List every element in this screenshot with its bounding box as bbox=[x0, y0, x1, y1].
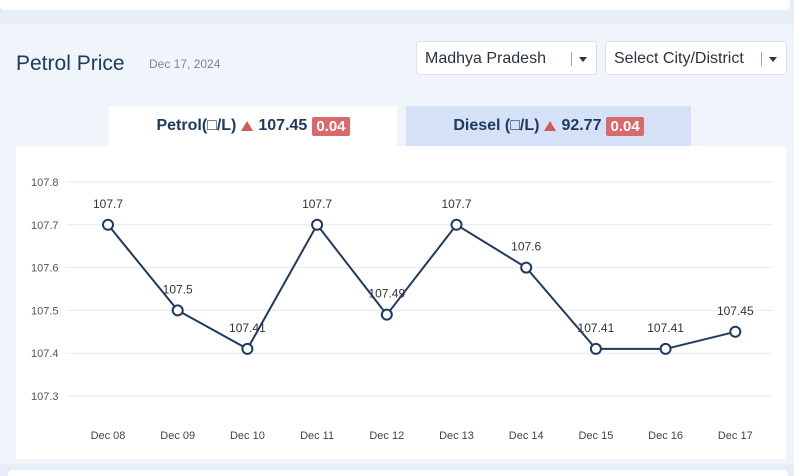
data-point bbox=[311, 218, 324, 231]
state-select-value: Madhya Pradesh bbox=[425, 50, 546, 67]
x-tick-label: Dec 08 bbox=[91, 430, 126, 442]
city-select-value: Select City/District bbox=[614, 50, 744, 67]
tab-diesel-label: Diesel (□/L) bbox=[453, 117, 540, 134]
series-line bbox=[107, 222, 736, 351]
y-tick-label: 107.4 bbox=[31, 348, 59, 360]
data-point bbox=[171, 304, 184, 317]
data-point bbox=[520, 261, 533, 274]
data-label: 107.41 bbox=[578, 321, 615, 335]
tab-petrol-change-badge: 0.04 bbox=[312, 116, 350, 136]
data-point bbox=[729, 325, 742, 338]
price-card: Petrol Price Dec 17, 2024 Madhya Pradesh… bbox=[0, 24, 794, 464]
city-select[interactable]: Select City/District bbox=[605, 41, 787, 75]
x-tick-label: Dec 14 bbox=[509, 430, 544, 442]
tab-petrol-price: 107.45 bbox=[258, 117, 308, 134]
chevron-down-icon[interactable] bbox=[769, 57, 777, 62]
y-tick-label: 107.7 bbox=[31, 220, 59, 232]
data-label: 107.7 bbox=[302, 197, 332, 211]
tab-diesel-change-badge: 0.04 bbox=[606, 116, 644, 136]
data-label: 107.45 bbox=[717, 304, 754, 318]
price-up-icon bbox=[241, 121, 254, 131]
data-point bbox=[589, 342, 602, 355]
x-tick-label: Dec 17 bbox=[718, 430, 753, 442]
price-up-icon bbox=[544, 121, 557, 131]
x-tick-label: Dec 11 bbox=[300, 430, 334, 442]
state-select[interactable]: Madhya Pradesh bbox=[416, 41, 597, 75]
y-tick-label: 107.5 bbox=[31, 305, 59, 317]
data-label: 107.7 bbox=[441, 197, 471, 211]
data-point bbox=[241, 342, 254, 355]
data-label: 107.5 bbox=[163, 282, 193, 296]
date-label: Dec 17, 2024 bbox=[149, 57, 221, 71]
line-chart-svg: 107.3 107.4 107.5 107.6 107.7 107.8 Dec 08 Dec … bbox=[31, 177, 773, 442]
data-label: 107.41 bbox=[229, 321, 266, 335]
data-point bbox=[659, 342, 672, 355]
tab-petrol[interactable]: Petrol(□/L) 107.45 0.04 bbox=[109, 106, 397, 146]
price-chart: 107.3 107.4 107.5 107.6 107.7 107.8 Dec 08 Dec … bbox=[16, 146, 786, 459]
data-point bbox=[380, 308, 393, 321]
data-point bbox=[450, 218, 463, 231]
data-label: 107.41 bbox=[647, 321, 684, 335]
select-separator bbox=[571, 52, 572, 66]
data-label: 107.49 bbox=[368, 287, 405, 301]
page-title: Petrol Price bbox=[16, 52, 125, 75]
y-tick-label: 107.6 bbox=[31, 263, 59, 275]
data-point bbox=[102, 218, 114, 231]
y-tick-label: 107.8 bbox=[31, 177, 59, 189]
x-tick-label: Dec 10 bbox=[230, 430, 265, 442]
data-label: 107.6 bbox=[511, 240, 541, 254]
bottom-panel-edge bbox=[8, 470, 788, 476]
x-tick-label: Dec 13 bbox=[439, 430, 474, 442]
y-tick-label: 107.3 bbox=[31, 391, 59, 403]
data-label: 107.7 bbox=[93, 197, 123, 211]
x-tick-label: Dec 16 bbox=[648, 430, 683, 442]
select-separator bbox=[761, 52, 762, 66]
tab-diesel[interactable]: Diesel (□/L) 92.77 0.04 bbox=[406, 106, 691, 146]
tab-petrol-label: Petrol(□/L) bbox=[156, 117, 237, 134]
chevron-down-icon[interactable] bbox=[579, 57, 587, 62]
tab-diesel-price: 92.77 bbox=[561, 117, 602, 134]
x-tick-label: Dec 09 bbox=[160, 430, 195, 442]
x-tick-label: Dec 15 bbox=[578, 430, 613, 442]
x-tick-label: Dec 12 bbox=[369, 430, 404, 442]
top-panel-edge bbox=[0, 0, 790, 10]
